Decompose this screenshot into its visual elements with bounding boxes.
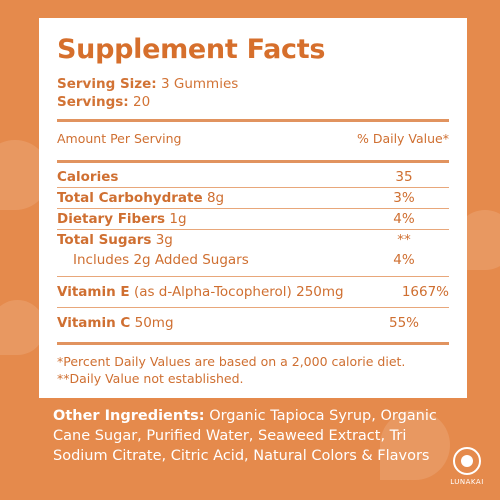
supplement-facts-panel: Supplement Facts Serving Size: 3 Gummies… xyxy=(39,18,467,398)
nutrient-label: Dietary Fibers xyxy=(57,211,166,227)
brand-name: LUNAKAI xyxy=(450,478,484,486)
nutrient-label: Vitamin E xyxy=(57,284,130,300)
other-ingredients-text: Organic Tapioca Syrup, Organic Cane Suga… xyxy=(53,408,437,464)
facts-row-dietary-fibers: Dietary Fibers 1g 4% xyxy=(57,209,449,229)
facts-row-added-sugars: Includes 2g Added Sugars 4% xyxy=(57,250,449,270)
nutrient-label: Calories xyxy=(57,169,119,185)
divider-thick xyxy=(57,119,449,122)
servings-value: 20 xyxy=(132,94,151,110)
nutrient-dv: 35 xyxy=(395,169,413,185)
background-leaf xyxy=(380,410,450,480)
facts-row-calories: Calories 35 xyxy=(57,167,449,187)
divider xyxy=(57,229,449,230)
facts-row-total-sugars: Total Sugars 3g ** xyxy=(57,230,449,250)
nutrient-label: Total Carbohydrate xyxy=(57,190,203,206)
nutrient-label: Vitamin C xyxy=(57,315,131,331)
divider-thick xyxy=(57,160,449,163)
nutrient-dv: 4% xyxy=(393,252,415,268)
nutrient-dv: 1667% xyxy=(401,284,449,300)
nutrient-amount: 1g xyxy=(169,211,187,227)
nutrient-amount: 3g xyxy=(155,232,173,248)
footnote-not-established: **Daily Value not established. xyxy=(57,371,244,386)
divider xyxy=(57,208,449,209)
moon-logo-icon xyxy=(453,447,481,475)
divider xyxy=(57,307,449,308)
divider-thick xyxy=(57,342,449,345)
amount-header: Amount Per Serving xyxy=(57,131,182,146)
facts-header-row: Amount Per Serving % Daily Value* xyxy=(57,126,449,152)
divider xyxy=(57,276,449,277)
nutrient-dv: 3% xyxy=(393,190,415,206)
facts-row-carbohydrate: Total Carbohydrate 8g 3% xyxy=(57,188,449,208)
serving-size-label: Serving Size: xyxy=(57,76,157,92)
serving-size: Serving Size: 3 Gummies xyxy=(57,75,449,93)
nutrient-label: Total Sugars xyxy=(57,232,152,248)
footnote-daily-values: *Percent Daily Values are based on a 2,0… xyxy=(57,354,406,369)
brand-logo: LUNAKAI xyxy=(444,447,490,486)
other-ingredients: Other Ingredients: Organic Tapioca Syrup… xyxy=(53,406,453,466)
nutrient-dv: 55% xyxy=(388,315,419,331)
dv-header: % Daily Value* xyxy=(356,131,449,146)
facts-row-vitamin-c: Vitamin C 50mg 55% xyxy=(57,308,449,338)
background-leaf xyxy=(0,300,45,355)
nutrient-label: Includes 2g Added Sugars xyxy=(73,252,249,268)
serving-size-value: 3 Gummies xyxy=(161,76,239,92)
nutrient-amount: 8g xyxy=(206,190,225,206)
nutrient-dv: ** xyxy=(397,232,411,248)
other-ingredients-label: Other Ingredients: xyxy=(53,408,205,424)
divider xyxy=(57,187,449,188)
facts-row-vitamin-e: Vitamin E (as d-Alpha-Tocopherol) 250mg … xyxy=(57,277,449,307)
nutrient-amount: (as d-Alpha-Tocopherol) 250mg xyxy=(133,284,344,300)
page-title: Supplement Facts xyxy=(57,34,326,65)
nutrient-amount: 50mg xyxy=(134,315,174,331)
servings: Servings: 20 xyxy=(57,93,449,111)
servings-label: Servings: xyxy=(57,94,129,110)
nutrient-dv: 4% xyxy=(393,211,415,227)
